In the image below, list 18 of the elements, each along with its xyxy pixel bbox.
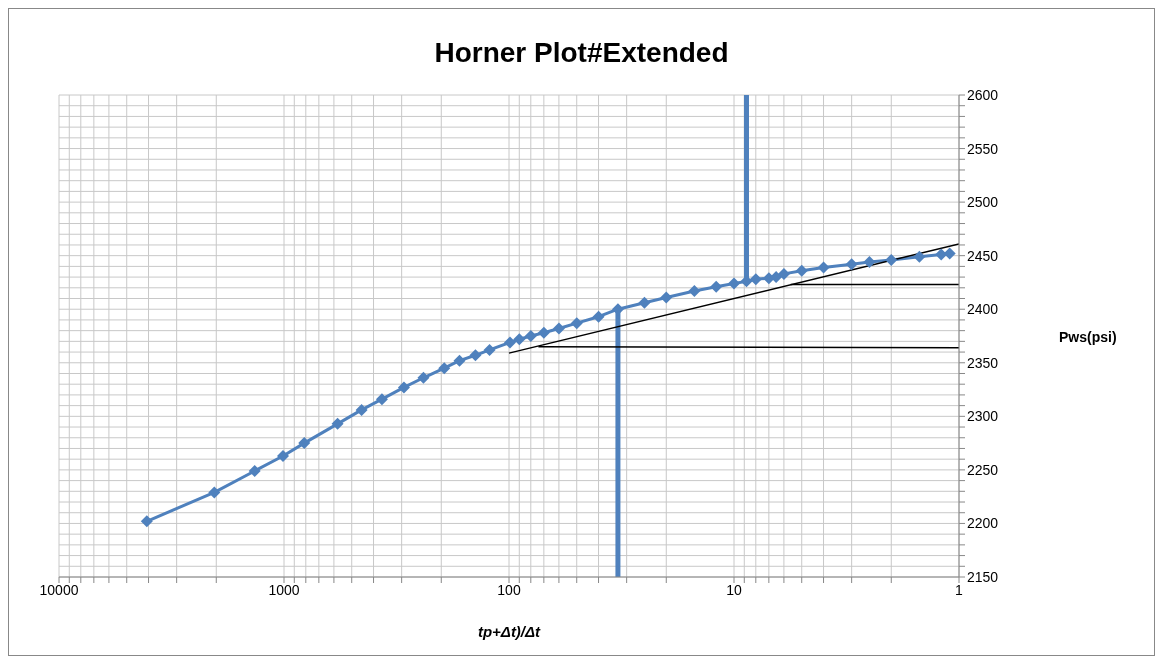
y-axis-title: Pws(psi) [1059, 329, 1117, 345]
x-tick-label: 10000 [39, 581, 79, 598]
x-tick-label: 100 [497, 581, 521, 598]
y-tick-label: 2150 [967, 568, 999, 585]
y-tick-label: 2250 [967, 461, 999, 478]
x-tick-label: 10 [726, 581, 742, 598]
y-tick-label: 2600 [967, 86, 999, 103]
x-axis-title: tp+Δt)/Δt [477, 623, 542, 640]
x-tick-label: 1000 [268, 581, 300, 598]
y-tick-label: 2500 [967, 194, 999, 211]
chart-title: Horner Plot#Extended [433, 37, 730, 69]
y-tick-label: 2300 [967, 408, 999, 425]
y-tick-label: 2200 [967, 515, 999, 532]
y-tick-label: 2400 [967, 301, 999, 318]
y-tick-label: 2450 [967, 247, 999, 264]
y-tick-label: 2350 [967, 354, 999, 371]
y-tick-label: 2550 [967, 140, 999, 157]
x-tick-label: 1 [955, 581, 964, 598]
